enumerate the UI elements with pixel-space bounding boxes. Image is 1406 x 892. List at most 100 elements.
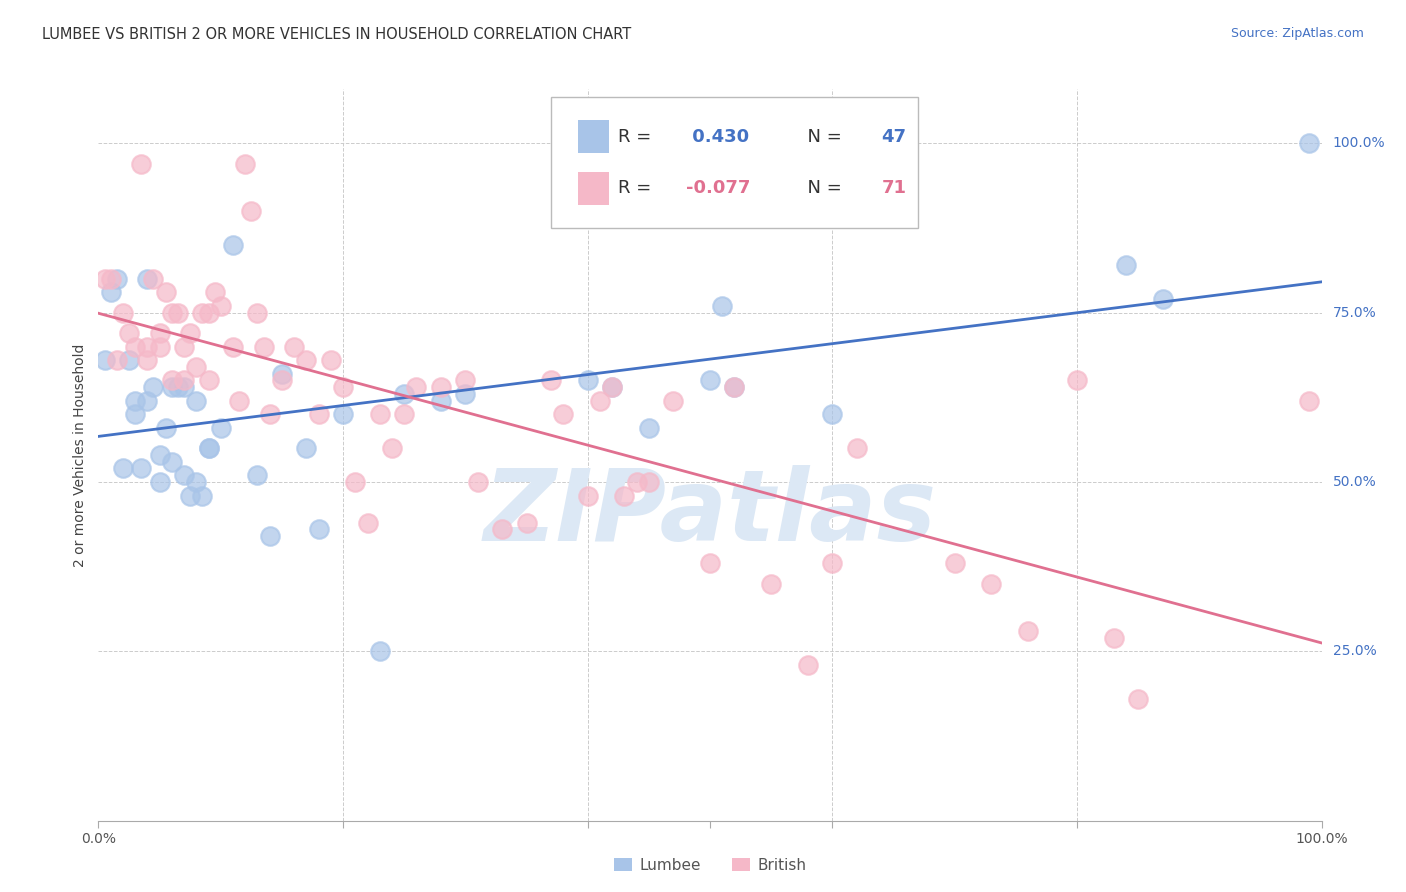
Point bbox=[222, 340, 245, 354]
Point bbox=[197, 306, 219, 320]
Point bbox=[136, 272, 159, 286]
Point bbox=[129, 461, 152, 475]
Point bbox=[332, 380, 354, 394]
Point bbox=[105, 272, 128, 286]
Point bbox=[240, 204, 263, 219]
FancyBboxPatch shape bbox=[578, 120, 609, 153]
Point bbox=[454, 387, 477, 401]
Point bbox=[600, 380, 623, 394]
FancyBboxPatch shape bbox=[578, 171, 609, 204]
Text: 71: 71 bbox=[882, 179, 907, 197]
Point bbox=[392, 387, 416, 401]
Point bbox=[308, 407, 330, 421]
Point bbox=[356, 516, 378, 530]
Point bbox=[209, 299, 232, 313]
Text: Source: ZipAtlas.com: Source: ZipAtlas.com bbox=[1230, 27, 1364, 40]
Point bbox=[283, 340, 305, 354]
Point bbox=[167, 306, 190, 320]
Point bbox=[142, 272, 165, 286]
Point bbox=[100, 285, 122, 300]
Text: -0.077: -0.077 bbox=[686, 179, 749, 197]
Point bbox=[761, 576, 783, 591]
Point bbox=[344, 475, 367, 489]
Point bbox=[821, 407, 844, 421]
Point bbox=[124, 340, 146, 354]
Point bbox=[295, 353, 318, 368]
Point bbox=[699, 373, 721, 387]
Point bbox=[381, 441, 404, 455]
Point bbox=[430, 393, 453, 408]
Point bbox=[295, 441, 318, 455]
Text: 47: 47 bbox=[882, 128, 907, 145]
Point bbox=[576, 373, 599, 387]
Point bbox=[308, 523, 330, 537]
Point bbox=[167, 380, 190, 394]
Point bbox=[149, 340, 172, 354]
Point bbox=[1298, 393, 1320, 408]
Point bbox=[186, 359, 208, 374]
Point bbox=[191, 306, 214, 320]
Point bbox=[100, 272, 122, 286]
Point bbox=[233, 157, 256, 171]
Point bbox=[149, 448, 172, 462]
Point bbox=[430, 380, 453, 394]
Point bbox=[1298, 136, 1320, 151]
Point bbox=[943, 556, 966, 570]
Point bbox=[155, 285, 177, 300]
Point bbox=[124, 393, 146, 408]
Point bbox=[637, 421, 661, 435]
Point bbox=[118, 353, 141, 368]
Text: R =: R = bbox=[619, 128, 657, 145]
Point bbox=[93, 353, 115, 368]
Point bbox=[222, 238, 245, 252]
Point bbox=[136, 340, 159, 354]
Text: N =: N = bbox=[796, 128, 848, 145]
Point bbox=[1017, 624, 1039, 638]
Point bbox=[160, 455, 183, 469]
Point bbox=[1102, 631, 1125, 645]
Point bbox=[191, 489, 214, 503]
Point bbox=[173, 373, 195, 387]
Point bbox=[124, 407, 146, 421]
Point bbox=[136, 393, 159, 408]
Point bbox=[197, 441, 219, 455]
Point bbox=[160, 373, 183, 387]
Point bbox=[173, 380, 195, 394]
Point bbox=[1128, 691, 1150, 706]
Point bbox=[270, 367, 294, 381]
Point bbox=[197, 441, 219, 455]
Point bbox=[259, 529, 281, 543]
Text: 75.0%: 75.0% bbox=[1333, 306, 1376, 319]
Point bbox=[797, 657, 820, 672]
Point bbox=[270, 373, 294, 387]
Text: 0.430: 0.430 bbox=[686, 128, 748, 145]
Point bbox=[332, 407, 354, 421]
Point bbox=[155, 421, 177, 435]
Text: LUMBEE VS BRITISH 2 OR MORE VEHICLES IN HOUSEHOLD CORRELATION CHART: LUMBEE VS BRITISH 2 OR MORE VEHICLES IN … bbox=[42, 27, 631, 42]
Point bbox=[204, 285, 226, 300]
Y-axis label: 2 or more Vehicles in Household: 2 or more Vehicles in Household bbox=[73, 343, 87, 566]
Point bbox=[111, 306, 134, 320]
Point bbox=[142, 380, 165, 394]
Point bbox=[252, 340, 274, 354]
Point bbox=[118, 326, 141, 340]
Point bbox=[136, 353, 159, 368]
Text: 50.0%: 50.0% bbox=[1333, 475, 1376, 489]
Text: N =: N = bbox=[796, 179, 848, 197]
Point bbox=[197, 373, 219, 387]
Point bbox=[600, 380, 623, 394]
Point bbox=[613, 489, 636, 503]
Point bbox=[491, 523, 513, 537]
Point bbox=[723, 380, 745, 394]
Point bbox=[319, 353, 342, 368]
Legend: Lumbee, British: Lumbee, British bbox=[607, 852, 813, 879]
Point bbox=[160, 380, 183, 394]
Point bbox=[576, 489, 599, 503]
Point bbox=[637, 475, 661, 489]
Point bbox=[454, 373, 477, 387]
Point bbox=[246, 468, 269, 483]
Point bbox=[149, 475, 172, 489]
Text: ZIPatlas: ZIPatlas bbox=[484, 465, 936, 562]
Point bbox=[93, 272, 115, 286]
Point bbox=[699, 556, 721, 570]
